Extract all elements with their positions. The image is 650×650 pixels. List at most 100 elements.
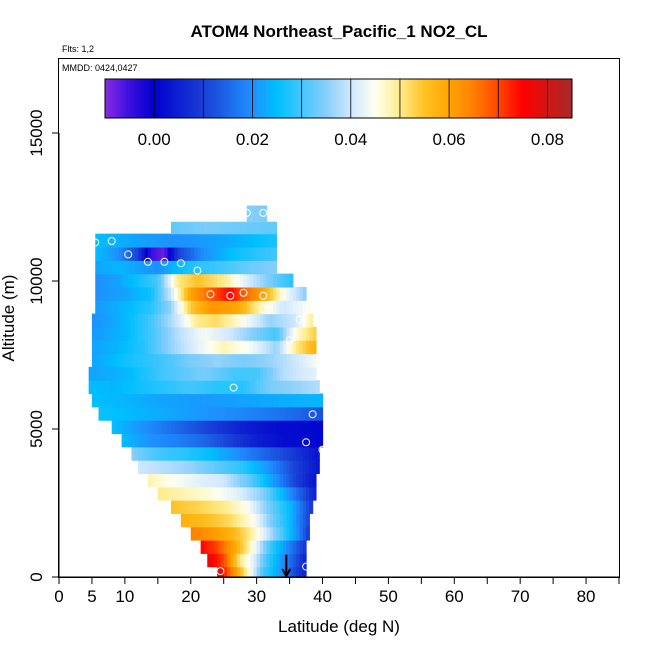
heatmap-cell <box>227 420 231 435</box>
heatmap-cell <box>108 380 113 395</box>
heatmap-cell <box>246 366 251 381</box>
heatmap-cell <box>296 433 301 448</box>
heatmap-cell <box>286 380 291 395</box>
heatmap-cell <box>200 500 205 514</box>
colorbar-swatch <box>458 79 462 118</box>
heatmap-cell <box>121 300 126 315</box>
heatmap-cell <box>243 273 248 288</box>
heatmap-cell <box>286 273 291 288</box>
heatmap-cell <box>269 366 274 381</box>
heatmap-cell <box>210 300 215 315</box>
heatmap-cell <box>283 473 287 488</box>
heatmap-cell <box>200 353 205 368</box>
heatmap-cell <box>121 326 126 341</box>
heatmap-cell <box>223 233 228 248</box>
heatmap-cell <box>220 380 225 395</box>
heatmap-cell <box>220 406 225 421</box>
heatmap-cell <box>246 246 251 261</box>
heatmap-cell <box>210 420 215 435</box>
heatmap-cell <box>253 566 258 578</box>
heatmap-cell <box>266 553 271 568</box>
heatmap-cell <box>269 553 274 568</box>
heatmap-cell <box>147 473 152 488</box>
heatmap-cell <box>207 433 212 448</box>
heatmap-cell <box>302 313 307 328</box>
heatmap-cell <box>91 340 96 355</box>
heatmap-cell <box>187 340 192 355</box>
heatmap-cell <box>217 221 222 235</box>
heatmap-cell <box>217 406 222 421</box>
heatmap-cell <box>220 553 225 568</box>
flight-point <box>259 291 268 300</box>
heatmap-cell <box>292 460 297 474</box>
heatmap-cell <box>246 300 251 315</box>
heatmap-cell <box>230 500 235 514</box>
heatmap-cell <box>246 420 251 435</box>
heatmap-cell <box>197 526 202 541</box>
heatmap-cell <box>283 300 287 315</box>
heatmap-cell <box>138 233 142 248</box>
heatmap-cell <box>269 486 274 501</box>
heatmap-cell <box>217 260 222 275</box>
heatmap-cell <box>299 513 304 528</box>
heatmap-cell <box>187 460 192 474</box>
heatmap-cell <box>276 553 281 568</box>
heatmap-cell <box>141 393 146 408</box>
x-tick-label: 20 <box>181 587 200 606</box>
heatmap-cell <box>259 486 264 501</box>
heatmap-cell <box>200 393 205 408</box>
heatmap-cell <box>171 446 175 461</box>
colorbar-swatch <box>161 79 165 118</box>
heatmap-cell <box>286 366 291 381</box>
colorbar-swatch <box>117 79 121 118</box>
heatmap-cell <box>263 526 268 541</box>
heatmap-cell <box>315 380 320 395</box>
heatmap-cell <box>266 433 271 448</box>
heatmap-cell <box>266 313 271 328</box>
heatmap-cell <box>240 420 245 435</box>
heatmap-cell <box>269 221 274 235</box>
heatmap-cell <box>207 393 212 408</box>
heatmap-cell <box>144 460 149 474</box>
heatmap-cell <box>207 540 212 554</box>
flight-point <box>124 250 133 259</box>
heatmap-cell <box>128 260 133 275</box>
heatmap-cell <box>151 473 156 488</box>
heatmap-cell <box>289 540 294 554</box>
heatmap-cell <box>174 221 179 235</box>
heatmap-cell <box>283 540 287 554</box>
flight-point <box>107 237 116 245</box>
colorbar-swatch <box>151 79 155 118</box>
heatmap-cell <box>147 313 152 328</box>
heatmap-cell <box>315 420 320 435</box>
heatmap-cell <box>259 246 264 261</box>
heatmap-cell <box>144 340 149 355</box>
colorbar-swatch <box>259 79 263 118</box>
heatmap-cell <box>180 433 185 448</box>
heatmap-cell <box>296 420 301 435</box>
heatmap-cell <box>108 273 113 288</box>
heatmap-cell <box>174 286 179 301</box>
colorbar-swatch <box>301 79 305 118</box>
heatmap-cell <box>197 246 202 261</box>
heatmap-cell <box>279 380 284 395</box>
heatmap-cell <box>101 233 106 248</box>
heatmap-cell <box>220 446 225 461</box>
heatmap-cell <box>167 486 172 501</box>
colorbar-swatch <box>215 79 219 118</box>
heatmap-cell <box>289 353 294 368</box>
heatmap-cell <box>243 380 248 395</box>
heatmap-cell <box>200 300 205 315</box>
heatmap-cell <box>283 500 287 514</box>
heatmap-cell <box>95 353 100 368</box>
heatmap-cell <box>223 406 228 421</box>
colorbar-swatch <box>431 79 435 118</box>
colorbar-swatch <box>195 79 199 118</box>
heatmap-cell <box>217 473 222 488</box>
heatmap-cell <box>289 366 294 381</box>
heatmap-cell <box>263 486 268 501</box>
x-tick-label: 50 <box>379 587 398 606</box>
heatmap-cell <box>184 353 189 368</box>
colorbar-swatch <box>114 79 118 118</box>
heatmap-cell <box>223 340 228 355</box>
